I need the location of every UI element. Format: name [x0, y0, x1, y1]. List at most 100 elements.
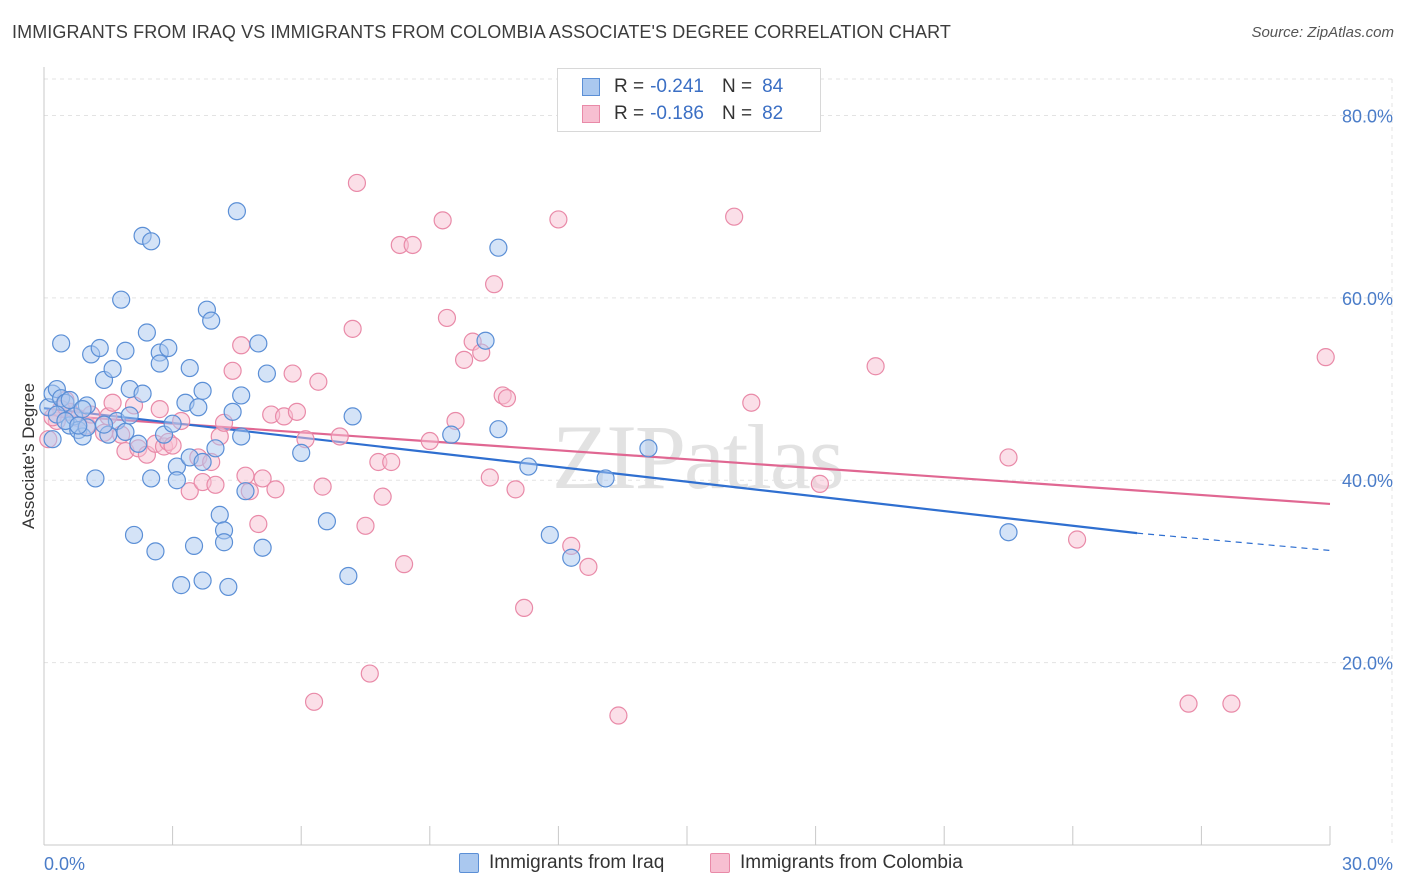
iraq-point	[257, 364, 277, 383]
colombia-point	[343, 319, 362, 338]
iraq-point	[116, 341, 135, 360]
chart-title: IMMIGRANTS FROM IRAQ VS IMMIGRANTS FROM …	[12, 22, 952, 42]
legend-item-colombia[interactable]: Immigrants from Colombia	[710, 852, 963, 874]
y-tick-label: 80.0%	[1342, 106, 1393, 126]
iraq-point	[639, 439, 658, 458]
iraq-point	[184, 536, 204, 555]
y-tick-label: 20.0%	[1342, 654, 1393, 674]
colombia-point	[373, 487, 392, 506]
colombia-point	[506, 480, 525, 499]
iraq-point	[476, 331, 495, 350]
iraq-point	[223, 402, 242, 421]
legend-r-value: -0.241	[650, 76, 704, 97]
iraq-point	[43, 430, 62, 449]
iraq-point	[489, 420, 508, 439]
iraq-point	[292, 443, 311, 462]
colombia-point	[1316, 348, 1335, 367]
legend-label-iraq: Immigrants from Iraq	[489, 852, 665, 873]
colombia-point	[382, 452, 401, 472]
iraq-point	[227, 202, 246, 221]
x-tick-label-max: 30.0%	[1342, 854, 1393, 874]
colombia-point	[515, 598, 534, 618]
iraq-point	[163, 414, 182, 433]
colombia-point	[403, 235, 422, 255]
colombia-point	[266, 480, 285, 499]
colombia-point	[420, 431, 439, 451]
colombia-point	[1067, 530, 1087, 549]
legend-item-iraq[interactable]: Immigrants from Iraq	[459, 852, 664, 874]
iraq-point	[124, 525, 144, 545]
iraq-point	[180, 358, 199, 378]
iraq-point	[210, 505, 229, 524]
colombia-point	[433, 211, 452, 230]
iraq-point	[90, 338, 109, 358]
legend-n-label: N =	[721, 103, 753, 124]
series-legend: Immigrants from Iraq Immigrants from Col…	[0, 852, 1406, 878]
iraq-point	[86, 469, 105, 488]
iraq-point	[167, 471, 186, 490]
colombia-point	[742, 393, 761, 412]
iraq-point	[202, 311, 221, 330]
tick-labels: 20.0% 40.0% 60.0% 80.0% 0.0% 30.0%	[44, 106, 1393, 874]
colombia-point	[309, 372, 328, 391]
colombia-point	[1179, 694, 1198, 713]
legend-r-label: R =	[614, 103, 645, 124]
iraq-points	[39, 202, 1018, 597]
legend-row-colombia: R = -0.186 N = 82	[582, 101, 783, 127]
iraq-point	[150, 354, 169, 373]
colombia-point	[287, 402, 307, 421]
chart-source: Source: ZipAtlas.com	[1251, 24, 1394, 41]
legend-n-value: 84	[762, 76, 784, 97]
colombia-point	[356, 516, 375, 535]
iraq-trend-extension	[1137, 532, 1331, 552]
y-tick-label: 60.0%	[1342, 289, 1393, 309]
iraq-point	[120, 406, 139, 425]
colombia-point	[253, 469, 272, 488]
colombia-point	[347, 173, 367, 193]
colombia-point	[223, 361, 242, 380]
colombia-trend-line	[43, 413, 1331, 506]
colombia-point	[249, 514, 268, 534]
legend-swatch-iraq	[459, 853, 479, 873]
iraq-point	[343, 407, 362, 426]
colombia-point	[313, 477, 332, 496]
iraq-point	[103, 359, 122, 379]
colombia-point	[283, 364, 302, 383]
colombia-point	[485, 275, 504, 294]
legend-swatch-colombia	[710, 853, 730, 873]
iraq-point	[219, 577, 238, 597]
colombia-point	[1222, 694, 1241, 713]
colombia-point	[497, 389, 517, 408]
colombia-point	[206, 475, 225, 494]
iraq-point	[112, 290, 131, 309]
y-axis-label: Associate's Degree	[19, 383, 38, 529]
iraq-point	[189, 398, 208, 417]
colombia-point	[330, 427, 349, 446]
y-tick-label: 40.0%	[1342, 471, 1393, 491]
legend-n-value: 82	[762, 103, 784, 124]
colombia-point	[150, 400, 169, 419]
iraq-point	[133, 384, 152, 403]
colombia-point	[236, 466, 255, 485]
colombia-point	[232, 336, 251, 355]
legend-swatch-colombia	[582, 105, 600, 123]
iraq-point	[232, 386, 251, 405]
iraq-point	[232, 427, 251, 446]
colombia-point	[103, 393, 122, 412]
x-tick-label-min: 0.0%	[44, 854, 85, 874]
iraq-point	[249, 334, 268, 353]
iraq-point	[519, 457, 538, 476]
iraq-point	[69, 416, 88, 435]
iraq-point	[142, 469, 161, 488]
colombia-points	[39, 173, 1335, 725]
colombia-point	[480, 468, 499, 487]
legend-r-value: -0.186	[650, 103, 704, 124]
iraq-point	[142, 232, 161, 251]
colombia-point	[999, 448, 1018, 467]
iraq-point	[193, 452, 212, 472]
colombia-point	[360, 664, 379, 683]
iraq-point	[236, 482, 255, 501]
iraq-point	[214, 533, 234, 552]
colombia-point	[437, 308, 457, 328]
iraq-point	[562, 548, 581, 567]
